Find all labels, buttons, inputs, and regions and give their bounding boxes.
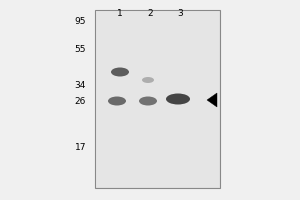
Ellipse shape <box>108 97 126 106</box>
Text: 2: 2 <box>147 9 153 19</box>
Text: 34: 34 <box>75 82 86 90</box>
Bar <box>96 11 219 187</box>
Text: 1: 1 <box>117 9 123 19</box>
Text: 3: 3 <box>177 9 183 19</box>
Polygon shape <box>207 93 217 107</box>
Ellipse shape <box>166 94 190 104</box>
Text: 17: 17 <box>74 144 86 152</box>
Text: 95: 95 <box>74 18 86 26</box>
Text: 26: 26 <box>75 97 86 106</box>
Ellipse shape <box>139 97 157 106</box>
Bar <box>95 10 220 188</box>
Text: 55: 55 <box>74 46 86 54</box>
Ellipse shape <box>142 77 154 83</box>
Ellipse shape <box>111 68 129 76</box>
